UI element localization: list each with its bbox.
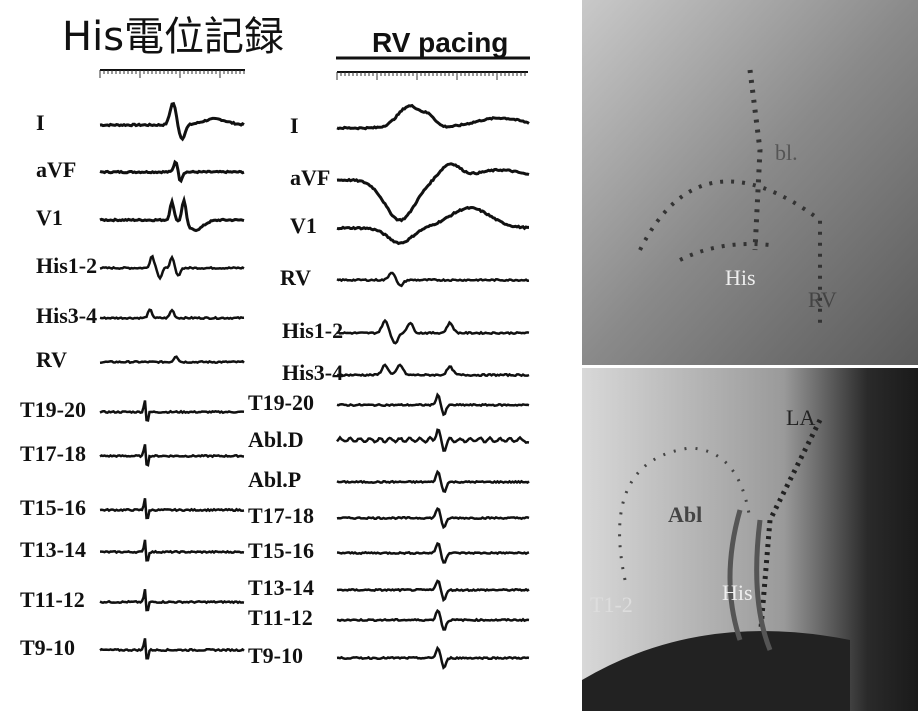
lead-label: T9-10 bbox=[20, 635, 75, 660]
image-label: T1-2 bbox=[590, 592, 633, 617]
trace bbox=[100, 401, 244, 421]
lead-label: T13-14 bbox=[248, 575, 314, 600]
trace bbox=[337, 509, 529, 528]
lead-label: I bbox=[290, 113, 299, 138]
trace bbox=[100, 104, 244, 139]
trace bbox=[337, 430, 529, 451]
trace bbox=[100, 162, 244, 181]
trace bbox=[337, 611, 529, 630]
trace bbox=[100, 256, 244, 278]
trace bbox=[100, 357, 244, 363]
trace bbox=[100, 310, 244, 319]
trace bbox=[337, 321, 529, 344]
subtitle: RV pacing bbox=[372, 27, 508, 58]
trace bbox=[100, 540, 244, 560]
trace bbox=[337, 164, 529, 221]
image-label: bl. bbox=[775, 140, 798, 165]
trace bbox=[337, 648, 529, 668]
title: His電位記録 bbox=[62, 14, 284, 60]
lead-label: aVF bbox=[290, 165, 330, 190]
trace bbox=[337, 365, 529, 376]
trace bbox=[337, 106, 529, 129]
lead-label: aVF bbox=[36, 157, 76, 182]
lead-label: RV bbox=[36, 347, 67, 372]
lead-label: T17-18 bbox=[248, 503, 314, 528]
image-label: LA bbox=[786, 405, 815, 430]
lead-label: T17-18 bbox=[20, 441, 86, 466]
trace bbox=[337, 544, 529, 563]
fluoro-top bbox=[582, 0, 918, 365]
lead-label: T11-12 bbox=[20, 587, 85, 612]
trace bbox=[337, 273, 529, 286]
trace bbox=[100, 638, 244, 658]
lead-label: RV bbox=[280, 265, 311, 290]
trace bbox=[337, 208, 529, 244]
image-label: Abl bbox=[668, 502, 702, 527]
trace bbox=[100, 200, 244, 230]
lead-label: His3-4 bbox=[36, 303, 97, 328]
lead-label: I bbox=[36, 110, 45, 135]
lead-label: Abl.P bbox=[248, 467, 301, 492]
image-label: His bbox=[722, 580, 753, 605]
image-label: RV bbox=[808, 287, 837, 312]
lead-label: Abl.D bbox=[248, 427, 304, 452]
lead-label: V1 bbox=[36, 205, 63, 230]
slide: His電位記録 RV pacing IaVF V1 His1-2 His3-4 RV T1… bbox=[0, 0, 918, 711]
lead-label: His1-2 bbox=[36, 253, 97, 278]
lead-label: T19-20 bbox=[20, 397, 86, 422]
lead-label: T19-20 bbox=[248, 390, 314, 415]
lead-label: T13-14 bbox=[20, 537, 86, 562]
trace bbox=[100, 498, 244, 518]
lead-label: His1-2 bbox=[282, 318, 343, 343]
image-label: His bbox=[725, 265, 756, 290]
lead-label: T9-10 bbox=[248, 643, 303, 668]
trace bbox=[337, 581, 529, 600]
trace bbox=[337, 395, 529, 415]
lead-label: T11-12 bbox=[248, 605, 313, 630]
lead-label: His3-4 bbox=[282, 360, 343, 385]
lead-label: T15-16 bbox=[248, 538, 314, 563]
trace bbox=[100, 444, 244, 465]
trace bbox=[100, 589, 244, 610]
trace bbox=[337, 472, 529, 492]
lead-label: V1 bbox=[290, 213, 317, 238]
lead-label: T15-16 bbox=[20, 495, 86, 520]
